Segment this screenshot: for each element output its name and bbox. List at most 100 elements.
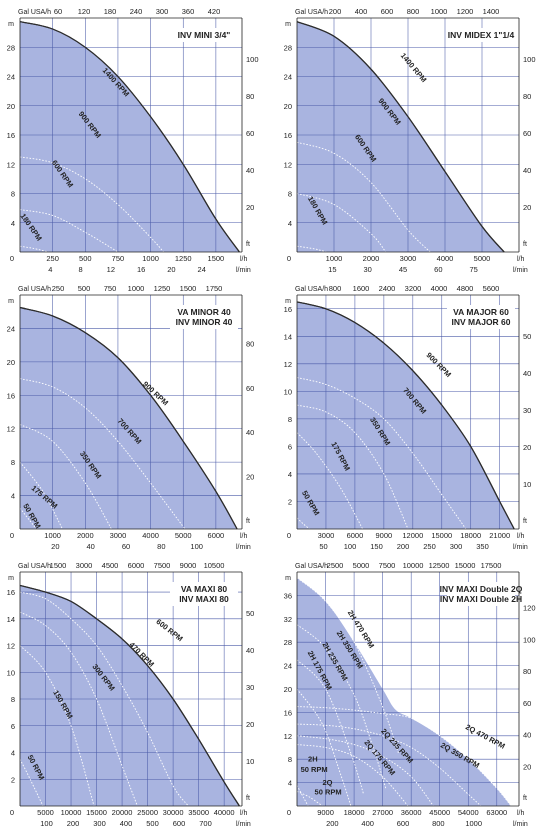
rpm-curve: [296, 790, 323, 807]
x-top-tick-label: 1750: [206, 284, 223, 293]
y-left-tick-label: 12: [7, 642, 15, 651]
y-right-unit: ft: [523, 518, 527, 525]
x-min-tick-label: 800: [432, 819, 445, 828]
x-bottom-tick-label: 6000: [208, 531, 225, 540]
y-right-tick-label: 10: [523, 480, 531, 489]
x-min-tick-label: 400: [361, 819, 374, 828]
x-bottom-tick-label: 27000: [372, 808, 393, 817]
y-left-tick-label: 16: [284, 305, 292, 314]
y-left-tick-label: 12: [7, 160, 15, 169]
x-top-tick-label: 120: [78, 7, 91, 16]
y-right-unit: ft: [246, 518, 250, 525]
x-top-tick-label: 7500: [379, 561, 396, 570]
chart-panel-minor-40: m Gal USA/h ft l/h l/min 0 4 8 12 16 20 24 1000 2000 3…: [0, 277, 277, 553]
y-left-tick-label: 8: [11, 190, 15, 199]
rpm-curve: [296, 744, 409, 807]
rpm-curve: [296, 432, 363, 530]
x-top-tick-label: 3200: [405, 284, 422, 293]
x-top-tick-label: 60: [54, 7, 62, 16]
y-left-tick-label: 8: [288, 415, 292, 424]
x-top-unit: Gal USA/h: [295, 9, 328, 16]
y-left-tick-label: 4: [11, 219, 15, 228]
operating-area: [20, 21, 240, 253]
y-right-tick-label: 60: [246, 384, 254, 393]
x-min-tick-label: 16: [137, 265, 145, 274]
x-bottom-unit: l/h: [517, 810, 525, 817]
x-top-tick-label: 17500: [481, 561, 502, 570]
x-bottom-tick-label: 4000: [142, 531, 159, 540]
x-min-tick-label: 4: [48, 265, 52, 274]
chart-maxi-double: m Gal USA/h ft l/h l/min 0 4 8 12 16 20 24 28 32 36 900…: [284, 561, 536, 828]
y-right-tick-label: 20: [523, 762, 531, 771]
x-min-tick-label: 200: [397, 542, 410, 551]
chart-panel-major-60: m Gal USA/h ft l/h l/min 0 2 4 6 8 10 12 14 16 3000 600…: [277, 277, 554, 553]
origin-label: 0: [10, 254, 14, 263]
x-min-tick-label: 8: [78, 265, 82, 274]
x-min-tick-label: 700: [199, 819, 212, 828]
y-left-tick-label: 28: [7, 43, 15, 52]
rpm-curve: [296, 723, 482, 807]
y-left-unit: m: [8, 298, 14, 305]
y-left-tick-label: 14: [7, 615, 15, 624]
y-right-tick-label: 40: [246, 646, 254, 655]
x-bottom-unit: l/h: [240, 810, 248, 817]
chart-title-line-2: INV MINOR 40: [176, 317, 233, 327]
y-right-unit: ft: [523, 241, 527, 248]
x-top-tick-label: 10000: [403, 561, 424, 570]
y-right-tick-label: 40: [246, 166, 254, 175]
y-left-tick-label: 16: [7, 588, 15, 597]
x-top-tick-label: 750: [104, 284, 117, 293]
y-left-tick-label: 20: [7, 358, 15, 367]
x-top-unit: Gal USA/h: [18, 563, 51, 570]
x-min-unit: l/min: [513, 821, 528, 828]
y-right-tick-label: 80: [523, 92, 531, 101]
x-min-tick-label: 50: [319, 542, 327, 551]
y-left-tick-label: 2: [11, 775, 15, 784]
rpm-label: 2Q: [322, 778, 332, 787]
y-left-tick-label: 28: [284, 638, 292, 647]
y-right-tick-label: 40: [523, 731, 531, 740]
x-min-tick-label: 350: [476, 542, 489, 551]
operating-area: [297, 577, 512, 806]
rpm-curve: [19, 209, 119, 253]
rpm-curve: [296, 577, 399, 754]
x-min-tick-label: 100: [344, 542, 357, 551]
x-min-tick-label: 400: [120, 819, 133, 828]
y-left-tick-label: 6: [288, 442, 292, 451]
y-right-tick-label: 60: [246, 129, 254, 138]
x-top-tick-label: 200: [329, 7, 342, 16]
y-right-tick-label: 20: [523, 203, 531, 212]
x-bottom-tick-label: 500: [79, 254, 92, 263]
y-right-unit: ft: [246, 241, 250, 248]
x-min-tick-label: 30: [363, 265, 371, 274]
y-right-tick-label: 80: [523, 667, 531, 676]
x-top-tick-label: 240: [130, 7, 143, 16]
x-bottom-tick-label: 20000: [112, 808, 133, 817]
origin-label: 0: [10, 531, 14, 540]
x-bottom-tick-label: 5000: [175, 531, 192, 540]
y-right-tick-label: 20: [246, 473, 254, 482]
rpm-curve: [296, 377, 467, 530]
x-bottom-tick-label: 1000: [142, 254, 159, 263]
x-top-tick-label: 4800: [457, 284, 474, 293]
x-bottom-tick-label: 1500: [208, 254, 225, 263]
x-bottom-tick-label: 5000: [474, 254, 491, 263]
x-bottom-tick-label: 21000: [489, 531, 510, 540]
x-min-tick-label: 100: [190, 542, 203, 551]
rpm-label: 900 RPM: [424, 351, 452, 379]
y-right-tick-label: 50: [246, 609, 254, 618]
rpm-curve: [296, 706, 512, 807]
rpm-label: 2Q 470 RPM: [464, 722, 507, 750]
x-min-tick-label: 200: [67, 819, 80, 828]
y-right-tick-label: 20: [246, 720, 254, 729]
chart-panel-inv-mini: m Gal USA/h ft l/h l/min 0 4 8 12 16 20 24 28 250 500 7…: [0, 0, 277, 276]
x-min-tick-label: 60: [122, 542, 130, 551]
x-bottom-unit: l/h: [240, 256, 248, 263]
x-min-unit: l/min: [513, 544, 528, 551]
origin-label: 0: [10, 808, 14, 817]
x-top-tick-label: 800: [407, 7, 420, 16]
y-right-tick-label: 10: [246, 757, 254, 766]
x-bottom-tick-label: 63000: [486, 808, 507, 817]
chart-title: VA MAJOR 60: [453, 307, 509, 317]
